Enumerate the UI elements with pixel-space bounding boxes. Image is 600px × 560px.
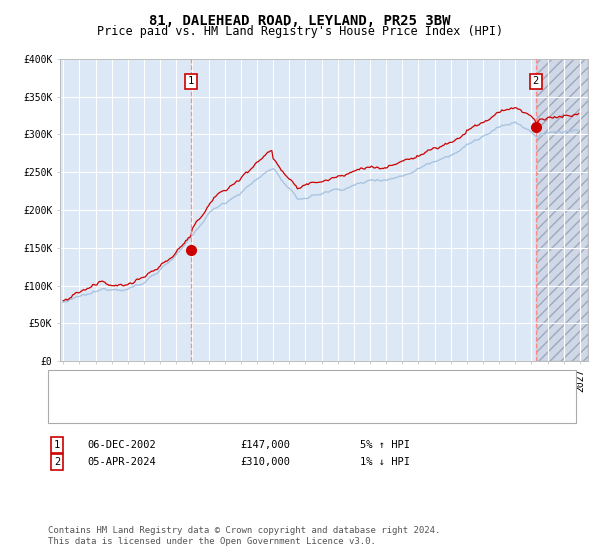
Text: 81, DALEHEAD ROAD, LEYLAND, PR25 3BW (detached house): 81, DALEHEAD ROAD, LEYLAND, PR25 3BW (de… bbox=[93, 380, 424, 390]
Text: 1% ↓ HPI: 1% ↓ HPI bbox=[360, 457, 410, 467]
Text: Price paid vs. HM Land Registry's House Price Index (HPI): Price paid vs. HM Land Registry's House … bbox=[97, 25, 503, 38]
Text: £147,000: £147,000 bbox=[240, 440, 290, 450]
Text: 81, DALEHEAD ROAD, LEYLAND, PR25 3BW: 81, DALEHEAD ROAD, LEYLAND, PR25 3BW bbox=[149, 14, 451, 28]
Text: 05-APR-2024: 05-APR-2024 bbox=[87, 457, 156, 467]
Bar bbox=[537, 59, 588, 361]
Text: ————: ———— bbox=[57, 402, 87, 414]
Bar bbox=[537, 59, 588, 361]
Text: 2: 2 bbox=[54, 457, 60, 467]
Text: Contains HM Land Registry data © Crown copyright and database right 2024.
This d: Contains HM Land Registry data © Crown c… bbox=[48, 526, 440, 546]
Text: HPI: Average price, detached house, South Ribble: HPI: Average price, detached house, Sout… bbox=[93, 403, 393, 413]
Text: ————: ———— bbox=[57, 378, 87, 391]
Text: £310,000: £310,000 bbox=[240, 457, 290, 467]
Text: 5% ↑ HPI: 5% ↑ HPI bbox=[360, 440, 410, 450]
Text: 06-DEC-2002: 06-DEC-2002 bbox=[87, 440, 156, 450]
Text: 1: 1 bbox=[188, 77, 194, 86]
Text: 1: 1 bbox=[54, 440, 60, 450]
Text: 2: 2 bbox=[533, 77, 539, 86]
